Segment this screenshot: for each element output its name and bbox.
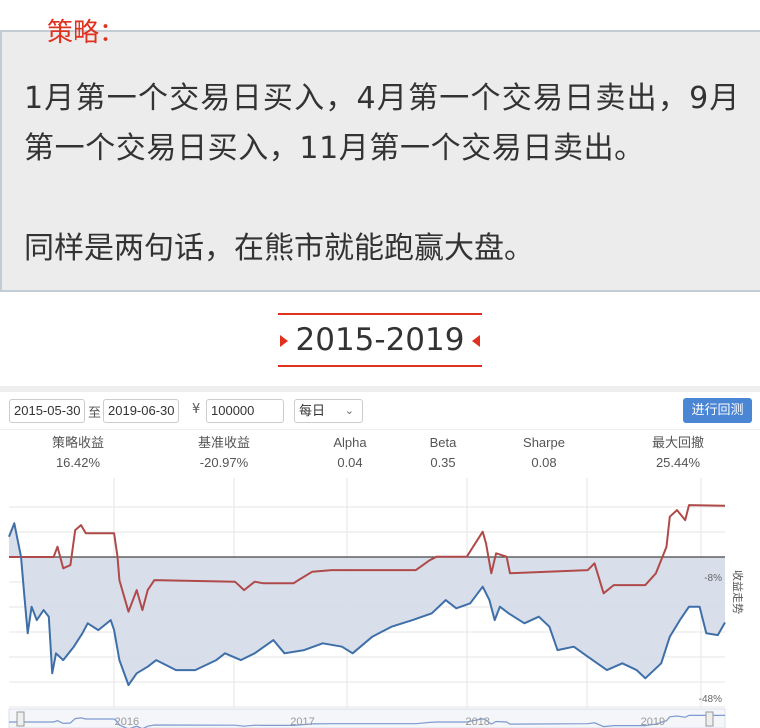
stat-value: 0.35 <box>430 455 456 470</box>
end-date-input[interactable]: 2019-06-30 <box>103 399 179 423</box>
chevron-down-icon: ⌄ <box>344 405 354 417</box>
navigator-series <box>9 714 725 728</box>
stat-value: 16.42% <box>55 455 101 470</box>
navigator-year-label: 2016 <box>115 716 139 728</box>
run-backtest-button[interactable]: 进行回测 <box>683 398 752 423</box>
stat-strategy-return: 策略收益 16.42% <box>28 433 128 473</box>
strategy-quote-box: 1月第一个交易日买入，4月第一个交易日卖出，9月第一个交易日买入，11月第一个交… <box>0 30 760 292</box>
stat-alpha: Alpha 0.04 <box>300 433 400 473</box>
stat-label: 基准收益 <box>197 435 250 450</box>
navigator <box>8 708 726 728</box>
navigator-year-label: 2019 <box>641 716 665 728</box>
divider <box>0 429 760 430</box>
navigator-handle-left[interactable] <box>16 711 25 727</box>
strategy-label: 策略： <box>47 18 126 48</box>
stat-label: 策略收益 <box>51 435 104 450</box>
stat-beta: Beta 0.35 <box>393 433 493 473</box>
stat-max-drawdown: 最大回撤 25.44% <box>628 433 728 473</box>
section-heading: 2015-2019 <box>278 313 482 367</box>
stat-label: Alpha <box>333 435 367 450</box>
capital-input[interactable]: 100000 <box>206 399 284 423</box>
strategy-comment-text: 同样是两句话，在熊市就能跑赢大盘。 <box>24 231 534 266</box>
stat-value: -20.97% <box>199 455 249 470</box>
stat-label: Sharpe <box>523 435 565 450</box>
stat-sharpe: Sharpe 0.08 <box>494 433 594 473</box>
currency-label: ¥ <box>192 402 201 417</box>
section-heading-text: 2015-2019 <box>295 322 465 358</box>
y-tick-label: -8% <box>704 573 722 584</box>
stat-value: 25.44% <box>655 455 701 470</box>
benchmark-line <box>8 522 726 687</box>
frequency-value: 每日 <box>299 403 326 418</box>
returns-chart: -8% -48% 收益走势 2016 2017 2018 2019 <box>8 478 745 728</box>
strategy-line <box>9 504 726 613</box>
y-tick-label: -48% <box>699 694 722 705</box>
navigator-year-label: 2018 <box>465 716 489 728</box>
to-label: 至 <box>88 406 102 421</box>
navigator-handle-right[interactable] <box>705 711 714 727</box>
stat-value: 0.08 <box>531 455 557 470</box>
stat-benchmark-return: 基准收益 -20.97% <box>174 433 274 473</box>
stat-label: Beta <box>429 435 457 450</box>
frequency-select[interactable]: 每日 ⌄ <box>294 399 363 423</box>
divider <box>0 386 760 392</box>
stat-label: 最大回撤 <box>651 435 704 450</box>
stat-value: 0.04 <box>337 455 363 470</box>
y-axis-title: 收益走势 <box>731 570 745 614</box>
strategy-rule-text: 1月第一个交易日买入，4月第一个交易日卖出，9月第一个交易日买入，11月第一个交… <box>24 81 740 166</box>
triangle-right-icon <box>280 335 288 347</box>
start-date-input[interactable]: 2015-05-30 <box>9 399 85 423</box>
benchmark-area <box>9 523 725 686</box>
triangle-left-icon <box>472 335 480 347</box>
navigator-year-label: 2017 <box>290 716 314 728</box>
